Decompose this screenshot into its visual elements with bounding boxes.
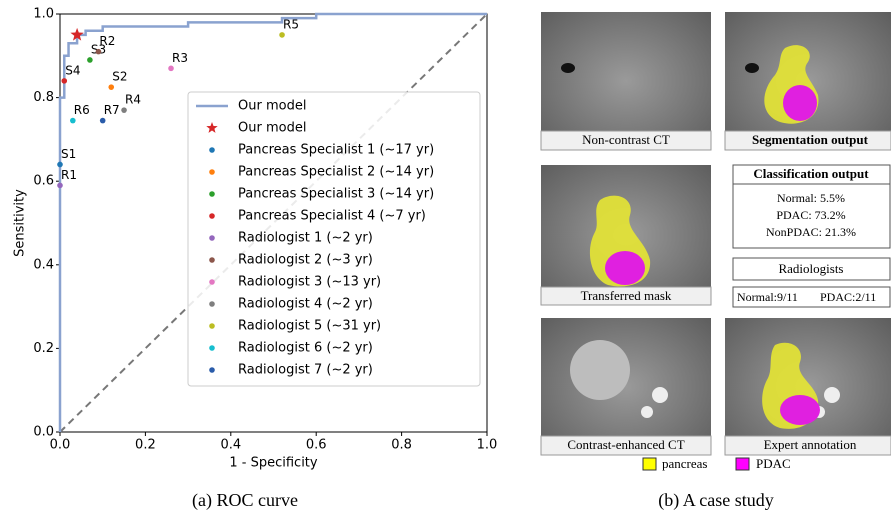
legend-label: Pancreas Specialist 2 (~14 yr) (238, 165, 434, 180)
legend-dot (209, 345, 215, 351)
point-label: R4 (125, 93, 141, 107)
case-images (541, 12, 891, 455)
panel-label: Segmentation output (752, 132, 869, 147)
point (168, 65, 174, 72)
point-label: S4 (65, 63, 80, 77)
legend-star (206, 122, 218, 133)
point-label: S2 (112, 70, 127, 84)
x-tick-label: 0.6 (306, 438, 327, 453)
legend-dot (209, 169, 215, 175)
point-label: R6 (74, 103, 90, 117)
y-tick-label: 0.4 (33, 257, 54, 272)
legend-dot (209, 235, 215, 241)
legend-dot (209, 367, 215, 373)
roc-curve (58, 12, 487, 432)
y-tick-label: 0.6 (33, 174, 54, 189)
box-title: Classification output (753, 166, 869, 181)
rad-line: PDAC:2/11 (820, 290, 876, 304)
legend-dot (209, 301, 215, 307)
legend-dot (209, 147, 215, 153)
x-tick-label: 0.0 (50, 438, 71, 453)
x-tick-label: 0.8 (391, 438, 412, 453)
x-tick-label: 1.0 (477, 438, 498, 453)
legend-label: Radiologist 3 (~13 yr) (238, 275, 381, 290)
panel-label: Non-contrast CT (582, 132, 670, 147)
legend-label: Radiologist 5 (~31 yr) (238, 319, 381, 334)
point (70, 117, 76, 124)
caption: (a) ROC curve (192, 490, 298, 511)
y-tick-label: 0.2 (33, 341, 54, 356)
panel-label: Expert annotation (764, 437, 857, 452)
point-label: R7 (104, 103, 120, 117)
y-tick-label: 0.0 (33, 425, 54, 440)
point (95, 48, 102, 55)
legend-label: Our model (238, 121, 306, 136)
legend-label: Pancreas Specialist 3 (~14 yr) (238, 187, 434, 202)
class-line: PDAC: 73.2% (776, 208, 845, 222)
class-line: NonPDAC: 21.3% (766, 225, 856, 239)
point (87, 57, 93, 63)
legend-box (187, 91, 481, 387)
point-label: R3 (172, 51, 188, 65)
point (108, 84, 115, 90)
x-tick-label: 0.4 (220, 438, 241, 453)
point (57, 161, 63, 168)
panel-labels: Non-contrast CT Segmentation output Tran… (540, 130, 891, 471)
x-axis-label: 1 - Specificity (229, 456, 318, 471)
y-axis-label: Sensitivity (13, 189, 28, 257)
point (57, 182, 63, 189)
legend-dot (209, 323, 215, 329)
y-tick-label: 0.8 (33, 90, 54, 105)
legend-label: Radiologist 6 (~2 yr) (238, 341, 373, 356)
case-legend: PDAC (756, 456, 791, 471)
legend-label: Pancreas Specialist 1 (~17 yr) (238, 143, 434, 158)
panel-label: Transferred mask (581, 288, 672, 303)
legend-dot (209, 279, 215, 285)
point-label: S1 (61, 147, 76, 161)
legend-label: Radiologist 4 (~2 yr) (238, 297, 373, 312)
box-title: Radiologists (778, 261, 843, 276)
caption: (b) A case study (658, 490, 773, 511)
rad-line: Normal:9/11 (737, 290, 798, 304)
class-line: Normal: 5.5% (777, 191, 845, 205)
point (61, 78, 68, 84)
legend-label: Radiologist 7 (~2 yr) (238, 363, 373, 378)
point (99, 117, 106, 124)
x-tick-label: 0.2 (135, 438, 156, 453)
y-tick-label: 1.0 (33, 7, 54, 22)
point (279, 32, 285, 38)
panel-label: Contrast-enhanced CT (567, 437, 684, 452)
legend-dot (209, 213, 215, 219)
point-label: R5 (283, 17, 299, 31)
legend-label: Our model (238, 99, 306, 114)
point (121, 107, 127, 113)
point-label: R1 (61, 168, 77, 182)
legend-dot (209, 191, 215, 197)
case-legend: pancreas (662, 456, 707, 471)
legend-label: Radiologist 1 (~2 yr) (238, 231, 373, 246)
star-point (70, 27, 84, 41)
point-label: R2 (99, 34, 115, 48)
chance-line (59, 13, 488, 433)
legend-dot (209, 257, 215, 263)
legend-label: Pancreas Specialist 4 (~7 yr) (238, 209, 426, 224)
legend-label: Radiologist 2 (~3 yr) (238, 253, 373, 268)
